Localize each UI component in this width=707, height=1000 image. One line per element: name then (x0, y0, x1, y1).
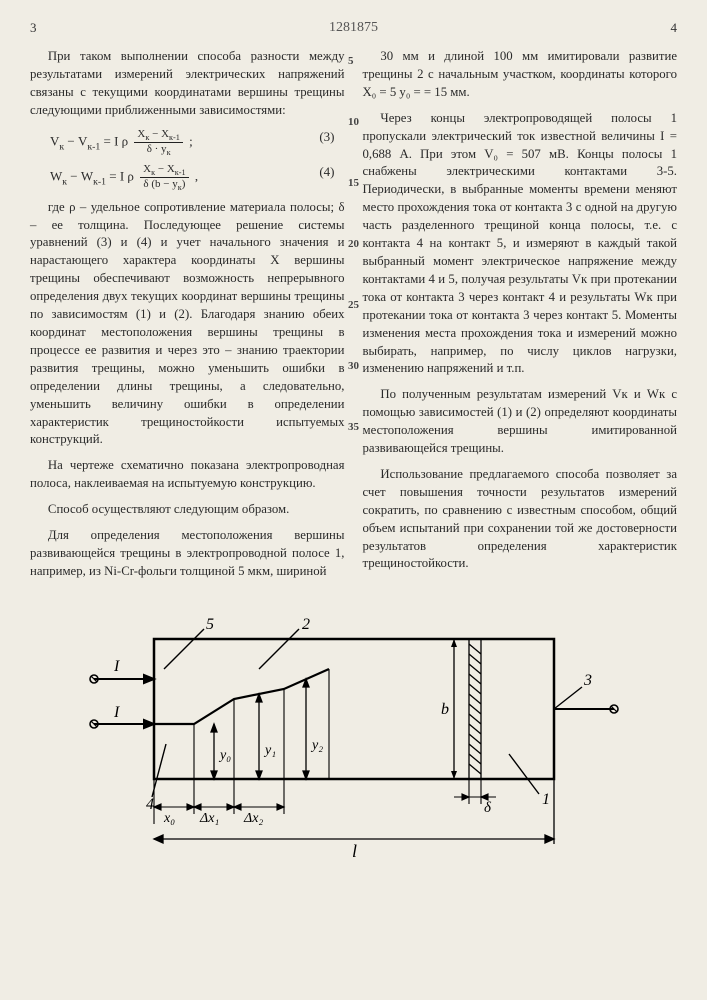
technical-diagram: y₀ y₁ y₂ I I (30, 609, 677, 879)
svg-text:y₀: y₀ (218, 748, 231, 763)
para: На чертеже схематично показана электропр… (30, 457, 345, 493)
para: Через концы электропроводящей полосы 1 п… (363, 110, 678, 379)
formula-3: Vк − Vк-1 = I ρ Xк − Xк-1δ · yк ;(3) (50, 128, 345, 158)
page-col-left: 3 (30, 20, 37, 36)
svg-text:1: 1 (542, 791, 550, 808)
left-column: При таком выполнении способа разности ме… (30, 48, 345, 589)
svg-text:I: I (113, 704, 120, 721)
line-number-gutter: 5 10 15 20 25 30 35 (348, 55, 359, 433)
para: 30 мм и длиной 100 мм имитировали развит… (363, 48, 678, 102)
svg-text:y₁: y₁ (263, 743, 276, 758)
patent-number: 1281875 (329, 20, 378, 36)
para: где ρ – удельное сопротивление материала… (30, 199, 345, 450)
svg-text:3: 3 (583, 672, 592, 689)
svg-text:I: I (113, 658, 120, 675)
page-col-right: 4 (671, 20, 678, 36)
svg-text:l: l (352, 841, 357, 861)
para: По полученным результатам измерений Vк и… (363, 386, 678, 458)
svg-text:4: 4 (146, 796, 154, 813)
para: Способ осуществляют следующим образом. (30, 501, 345, 519)
formula-4: Wк − Wк-1 = I ρ Xк − Xк-1δ (b − yк) ,(4) (50, 163, 345, 193)
svg-text:b: b (441, 701, 449, 718)
svg-text:Δx₁: Δx₁ (199, 811, 219, 826)
right-column: 30 мм и длиной 100 мм имитировали развит… (363, 48, 678, 589)
svg-text:δ: δ (484, 800, 492, 816)
svg-text:2: 2 (302, 616, 310, 633)
para: Использование предлагаемого способа позв… (363, 466, 678, 573)
para: При таком выполнении способа разности ме… (30, 48, 345, 120)
para: Для определения местоположения вершины р… (30, 527, 345, 581)
svg-text:y₂: y₂ (310, 738, 323, 753)
svg-text:Δx₂: Δx₂ (243, 811, 263, 826)
svg-text:x₀: x₀ (163, 811, 175, 826)
svg-text:5: 5 (206, 616, 214, 633)
